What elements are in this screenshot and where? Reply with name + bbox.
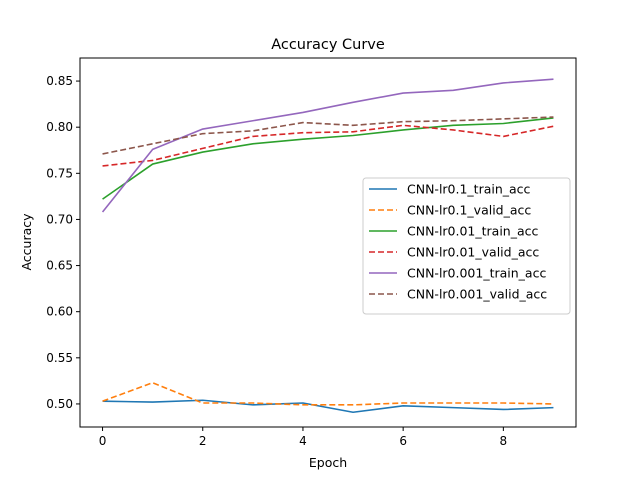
legend-label: CNN-lr0.1_valid_acc [407, 203, 531, 218]
y-tick-label: 0.80 [46, 120, 73, 134]
y-tick-label: 0.50 [46, 397, 73, 411]
y-axis-label: Accuracy [19, 213, 34, 271]
series-line-0 [102, 399, 554, 414]
y-tick-label: 0.85 [46, 74, 73, 88]
legend-label: CNN-lr0.1_train_acc [407, 182, 531, 197]
y-tick-label: 0.60 [46, 305, 73, 319]
y-axis-ticks: 0.50 0.55 0.60 0.65 0.70 0.75 0.80 0.85 [46, 74, 80, 411]
series-line-5 [102, 116, 554, 155]
chart-title: Accuracy Curve [271, 37, 385, 53]
series-lines [101, 78, 554, 414]
x-tick-label: 4 [299, 434, 307, 448]
y-tick-label: 0.70 [46, 212, 73, 226]
x-tick-label: 0 [99, 434, 107, 448]
x-tick-label: 2 [199, 434, 207, 448]
x-axis-ticks: 0 2 4 6 8 [99, 427, 507, 448]
legend-label: CNN-lr0.01_valid_acc [407, 245, 539, 260]
legend: CNN-lr0.1_train_acc CNN-lr0.1_valid_acc CN… [362, 177, 571, 315]
y-tick-label: 0.75 [46, 166, 73, 180]
x-tick-label: 8 [500, 434, 508, 448]
legend-label: CNN-lr0.01_train_acc [407, 224, 539, 239]
plot-frame [79, 57, 577, 428]
x-axis-label: Epoch [309, 455, 347, 470]
y-tick-label: 0.65 [46, 259, 73, 273]
x-tick-label: 6 [399, 434, 407, 448]
legend-box [362, 177, 571, 315]
series-line-3 [102, 124, 554, 167]
legend-label: CNN-lr0.001_train_acc [407, 266, 546, 281]
legend-label: CNN-lr0.001_valid_acc [407, 287, 547, 302]
series-line-2 [102, 117, 554, 200]
series-line-1 [102, 381, 554, 406]
y-tick-label: 0.55 [46, 351, 73, 365]
